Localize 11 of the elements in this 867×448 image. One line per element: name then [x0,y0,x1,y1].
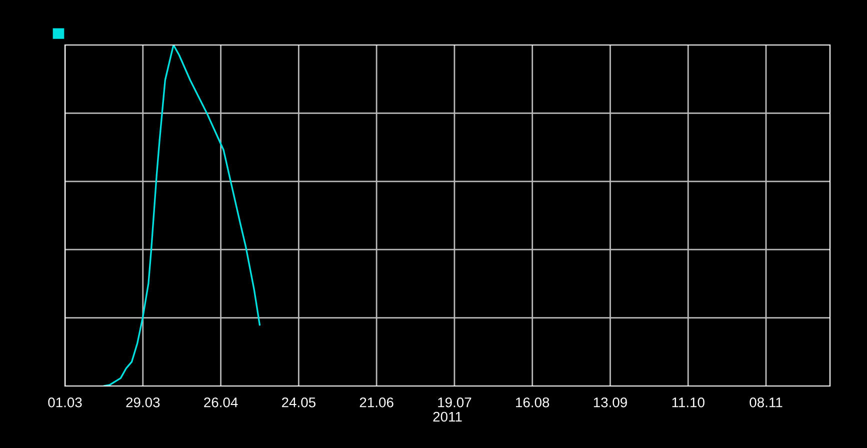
x-tick-label: 13.09 [594,397,627,408]
x-tick-label: 16.08 [516,397,550,408]
x-tick-label: 01.03 [48,397,82,408]
x-tick-label: 11.10 [672,397,704,408]
x-tick-label: 19.07 [438,397,472,408]
x-axis-title: 2011 [433,412,462,422]
x-tick-label: 08.11 [750,397,782,408]
x-tick-label: 26.04 [204,397,238,408]
x-tick-label: 21.06 [360,397,394,408]
x-tick-label: 29.03 [126,397,160,408]
x-tick-label: 24.05 [282,397,316,408]
